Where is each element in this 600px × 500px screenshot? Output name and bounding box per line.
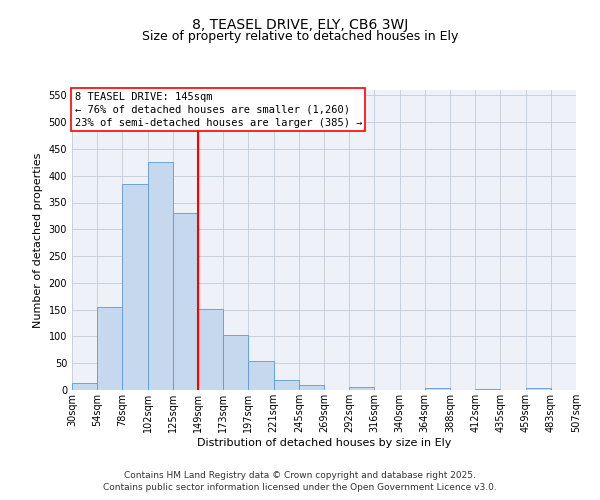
Bar bbox=[223, 336, 248, 390]
Text: 8, TEASEL DRIVE, ELY, CB6 3WJ: 8, TEASEL DRIVE, ELY, CB6 3WJ bbox=[192, 18, 408, 32]
Bar bbox=[526, 388, 551, 390]
Bar bbox=[72, 383, 97, 390]
Bar bbox=[349, 388, 374, 390]
X-axis label: Distribution of detached houses by size in Ely: Distribution of detached houses by size … bbox=[197, 438, 451, 448]
Bar bbox=[173, 213, 198, 390]
Bar bbox=[122, 184, 148, 390]
Bar bbox=[148, 162, 173, 390]
Text: Size of property relative to detached houses in Ely: Size of property relative to detached ho… bbox=[142, 30, 458, 43]
Bar bbox=[198, 308, 223, 390]
Text: 8 TEASEL DRIVE: 145sqm
← 76% of detached houses are smaller (1,260)
23% of semi-: 8 TEASEL DRIVE: 145sqm ← 76% of detached… bbox=[74, 92, 362, 128]
Bar bbox=[97, 307, 122, 390]
Bar bbox=[475, 389, 500, 390]
Bar bbox=[274, 380, 299, 390]
Bar bbox=[248, 360, 274, 390]
Bar bbox=[299, 384, 324, 390]
Y-axis label: Number of detached properties: Number of detached properties bbox=[33, 152, 43, 328]
Text: Contains HM Land Registry data © Crown copyright and database right 2025.
Contai: Contains HM Land Registry data © Crown c… bbox=[103, 471, 497, 492]
Bar bbox=[425, 388, 450, 390]
